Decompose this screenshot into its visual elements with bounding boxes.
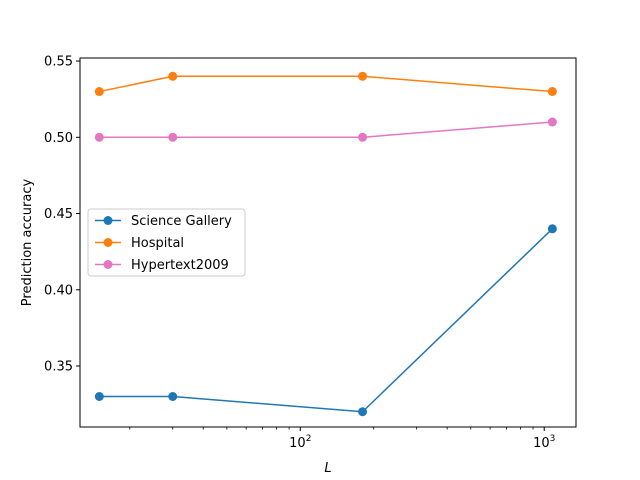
x-tick-label: 102 (289, 434, 311, 451)
data-point (547, 117, 557, 127)
data-point (547, 224, 557, 234)
data-point (168, 132, 178, 142)
legend-label: Hospital (131, 236, 184, 251)
data-point (94, 132, 104, 142)
legend-box (87, 208, 246, 277)
legend-swatch-marker (103, 216, 113, 225)
data-point (358, 407, 368, 417)
data-point (168, 71, 178, 81)
legend-swatch-marker (103, 260, 113, 269)
legend-label: Science Gallery (131, 214, 232, 229)
y-tick-label: 0.40 (44, 283, 73, 298)
y-tick-label: 0.55 (44, 55, 73, 70)
y-tick-label: 0.45 (44, 207, 73, 222)
data-point (358, 71, 368, 81)
y-tick-label: 0.50 (44, 131, 73, 146)
data-point (547, 87, 557, 97)
series-line (99, 75, 553, 93)
legend-swatch-marker (103, 238, 113, 247)
x-axis: 102 103 (129, 427, 555, 451)
y-tick-label: 0.35 (44, 360, 73, 375)
data-point (94, 87, 104, 97)
chart-marks (94, 71, 557, 417)
series-line (99, 121, 553, 139)
y-axis-label: Prediction accuracy (20, 179, 35, 307)
data-point (94, 392, 104, 402)
plot-frame (79, 57, 577, 428)
legend: Science Gallery Hospital Hypertext2009 (87, 208, 246, 277)
data-point (358, 132, 368, 142)
legend-label: Hypertext2009 (131, 258, 229, 273)
x-axis-label: L (324, 461, 331, 476)
y-axis: 0.35 0.40 0.45 0.50 0.55 (44, 55, 80, 375)
data-point (168, 392, 178, 402)
series-line (99, 228, 553, 413)
x-tick-label: 103 (533, 434, 555, 451)
